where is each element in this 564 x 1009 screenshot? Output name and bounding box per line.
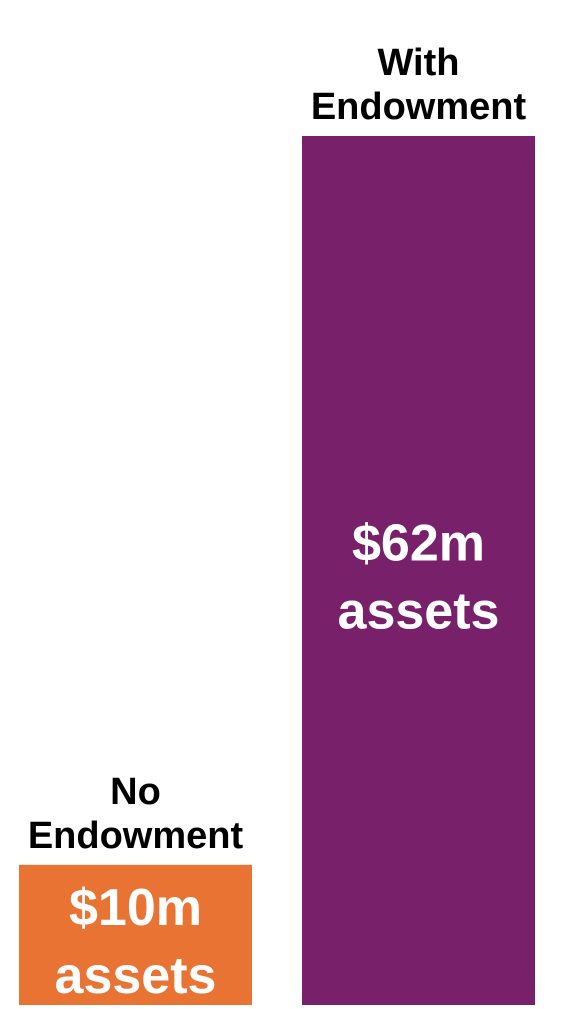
value-label-no-line1: $10m (69, 879, 202, 937)
value-label-with-line2: assets (338, 583, 500, 641)
category-label-no-line2: Endowment (28, 815, 244, 857)
value-label-with-line1: $62m (352, 515, 485, 573)
bar-with-endowment (302, 136, 535, 1005)
category-label-with-line1: With (378, 42, 460, 84)
bar-no-endowment (19, 864, 252, 1005)
labels-group: NoEndowment$10massetsWithEndowment$62mas… (28, 42, 527, 1005)
value-label-no-line2: assets (55, 947, 217, 1005)
category-label-with-line2: Endowment (311, 86, 527, 128)
category-label-no-line1: No (110, 771, 161, 813)
bars-group (19, 136, 535, 1005)
